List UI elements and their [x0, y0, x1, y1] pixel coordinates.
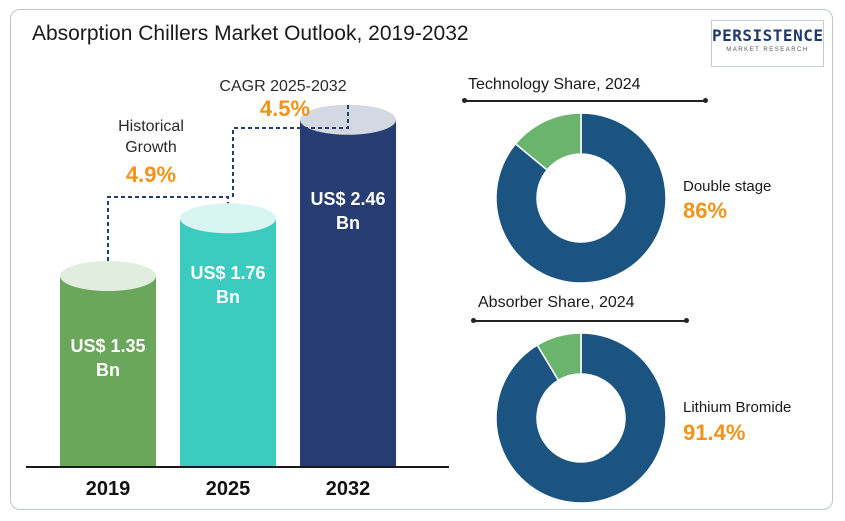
cylinder-body-2032 — [300, 119, 396, 467]
cylinder-body-2019 — [60, 276, 156, 466]
bar-value-label-2025: US$ 1.76 Bn — [190, 263, 266, 307]
cylinder-body-2025 — [180, 218, 276, 466]
bar-value-label-2019: US$ 1.35 Bn — [70, 336, 146, 380]
logo-name: PERSISTENCE — [712, 26, 824, 45]
x-axis-baseline — [26, 466, 449, 468]
bar-2019 — [60, 261, 156, 466]
technology-title-rule — [465, 100, 705, 102]
brand-logo: PERSISTENCE MARKET RESEARCH — [711, 20, 824, 67]
absorber-main-segment-name: Lithium Bromide — [683, 399, 792, 416]
absorber-rule-dot-right — [684, 318, 689, 323]
technology-rule-dot-right — [703, 98, 708, 103]
cagr-label: CAGR 2025-2032 — [219, 78, 347, 95]
bar-2032 — [300, 104, 396, 467]
x-tick-2032: 2032 — [325, 478, 371, 500]
chart-frame — [10, 9, 833, 510]
absorber-title-rule — [474, 320, 687, 322]
historical-growth-value: 4.9% — [125, 162, 177, 187]
cylinder-top-2025 — [180, 203, 276, 234]
historical-growth-label: Historical Growth — [118, 118, 184, 156]
technology-main-segment-value: 86% — [683, 198, 728, 223]
absorber-slice-main — [495, 332, 667, 504]
cylinder-top-2019 — [60, 261, 156, 291]
cagr-connector — [232, 104, 349, 197]
bar-value-label-2032: US$ 2.46 Bn — [310, 189, 386, 233]
absorber-rule-dot-left — [471, 318, 476, 323]
absorber-slice-other — [536, 332, 582, 382]
x-tick-2025: 2025 — [205, 478, 251, 500]
technology-slice-main — [495, 112, 667, 284]
bar-2025 — [180, 203, 276, 466]
x-tick-2019: 2019 — [85, 478, 131, 500]
technology-share-title: Technology Share, 2024 — [468, 76, 641, 93]
technology-rule-dot-left — [462, 98, 467, 103]
absorber-main-segment-value: 91.4% — [683, 420, 746, 445]
technology-slice-other — [514, 112, 582, 172]
absorber-share-title: Absorber Share, 2024 — [478, 294, 635, 311]
logo-tagline: MARKET RESEARCH — [726, 47, 809, 53]
cagr-value: 4.5% — [259, 96, 311, 121]
technology-main-segment-name: Double stage — [683, 178, 772, 195]
historical-growth-connector — [107, 196, 229, 261]
chart-title: Absorption Chillers Market Outlook, 2019… — [32, 22, 469, 45]
